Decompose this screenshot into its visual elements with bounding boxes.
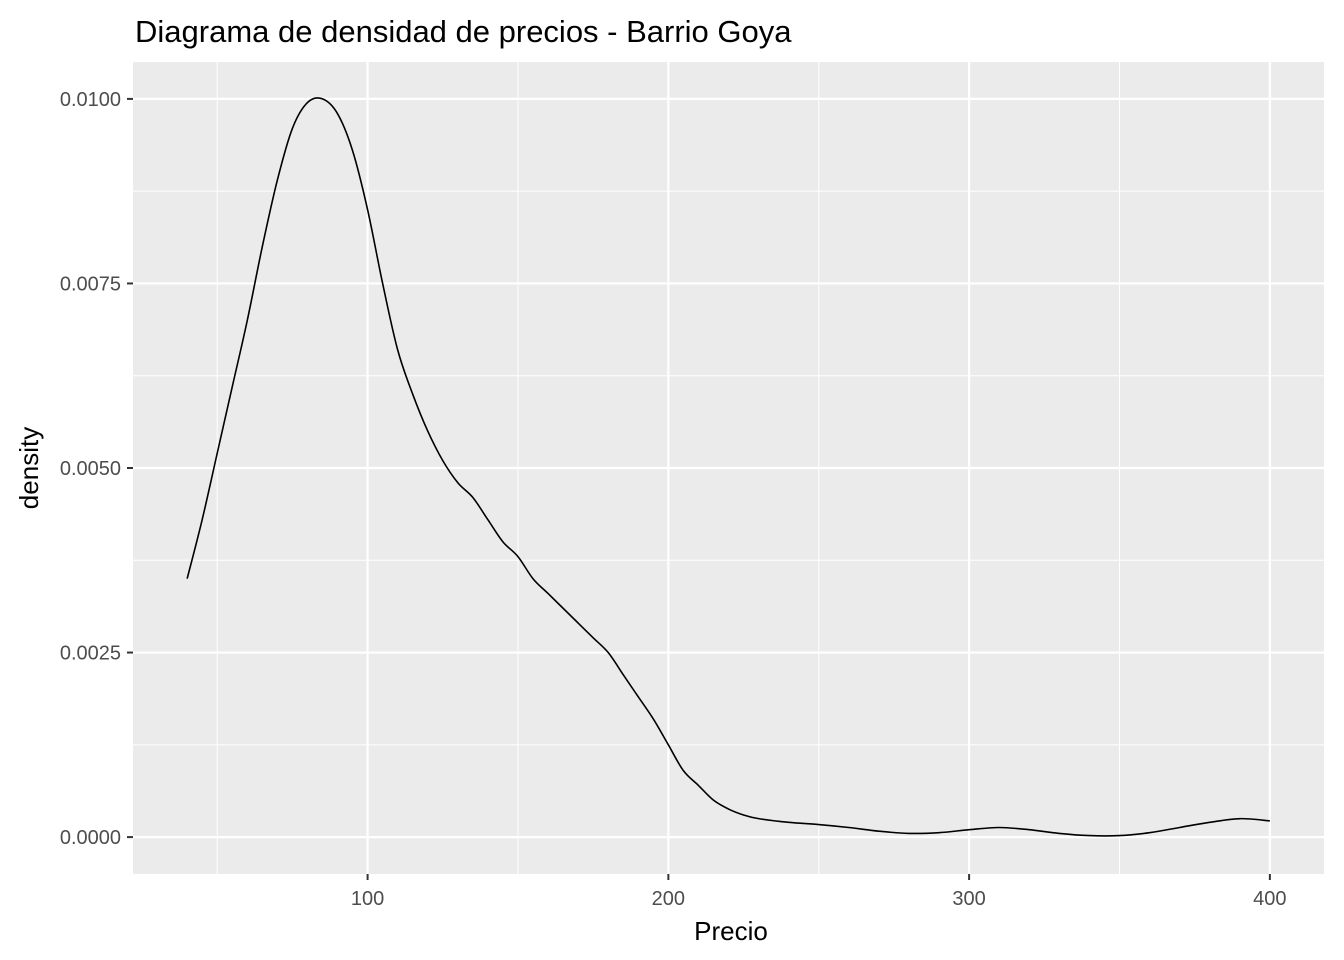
density-line [186, 97, 1270, 837]
axis-ticks: 100 200 300 400 0.0000 0.0025 0.0050 0.0075 0.01… [60, 89, 1287, 910]
x-tick-label: 200 [652, 888, 685, 910]
grid-lines [133, 62, 1324, 874]
x-tick-label: 100 [351, 888, 384, 910]
y-axis-title: density [14, 427, 44, 509]
y-tick-label: 0.0075 [60, 273, 121, 295]
x-axis-title: Precio [694, 916, 768, 946]
y-tick-label: 0.0000 [60, 827, 121, 849]
chart-title: Diagrama de densidad de precios - Barrio… [135, 14, 792, 49]
x-tick-label: 300 [952, 888, 985, 910]
density-series [186, 97, 1270, 837]
y-tick-label: 0.0050 [60, 458, 121, 480]
x-tick-label: 400 [1253, 888, 1286, 910]
y-tick-label: 0.0100 [60, 89, 121, 111]
y-tick-label: 0.0025 [60, 643, 121, 665]
